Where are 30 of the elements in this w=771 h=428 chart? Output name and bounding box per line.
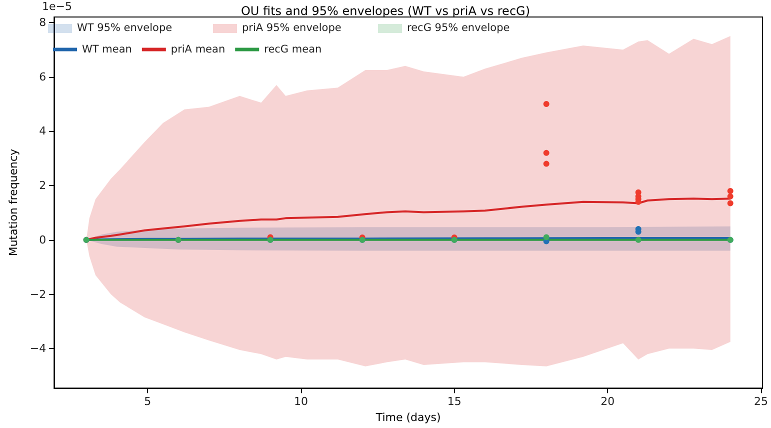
y-tick-label: 2	[39, 179, 46, 192]
y-tick-label: 8	[39, 16, 46, 29]
point	[727, 193, 734, 200]
point	[543, 150, 550, 156]
x-tick-label: 25	[754, 395, 768, 408]
text: 1e−5	[42, 0, 72, 13]
point	[635, 236, 642, 243]
point	[727, 188, 734, 194]
legend-label: priA mean	[170, 44, 226, 56]
legend-label: WT mean	[82, 44, 132, 56]
chart-title: OU fits and 95% envelopes (WT vs priA vs recG)	[240, 4, 530, 18]
x-tick-label: 10	[294, 395, 308, 408]
y-tick-label: 4	[39, 124, 46, 138]
x-tick-label: 15	[447, 395, 462, 408]
annotation: WT 95% envelope	[77, 22, 172, 34]
y-axis-title: Mutation frequency	[7, 148, 20, 256]
annotation: priA 95% envelope	[242, 22, 342, 34]
y-tick-label: 0	[39, 233, 46, 246]
point	[727, 200, 734, 206]
point	[543, 234, 550, 240]
x-tick-label: 20	[600, 395, 615, 408]
y-tick-label: −4	[30, 342, 46, 356]
x-tick-label: 5	[144, 395, 152, 408]
point	[543, 160, 550, 167]
point	[543, 101, 550, 107]
legend-label: recG mean	[264, 44, 322, 56]
annotation: recG 95% envelope	[407, 22, 510, 34]
x-axis-title: Time (days)	[374, 411, 441, 424]
y-tick-label: 6	[39, 70, 46, 84]
y-tick-label: −2	[30, 288, 46, 301]
